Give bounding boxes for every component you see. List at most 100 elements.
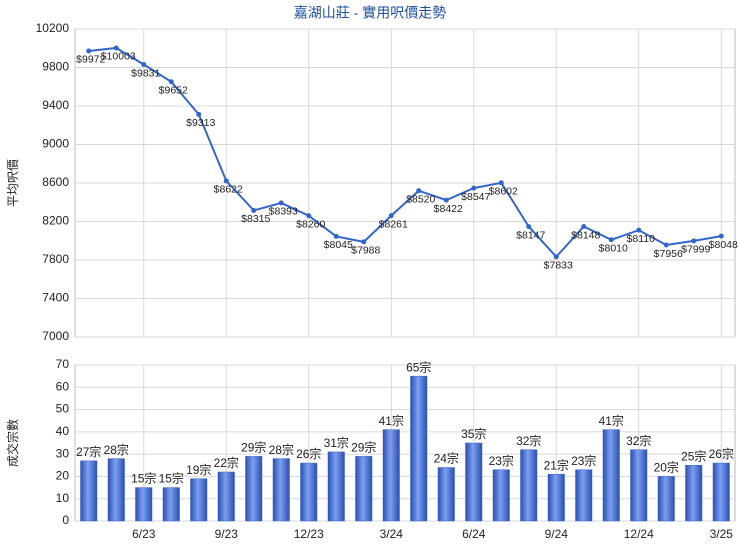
point [196,111,202,117]
bar [602,429,620,522]
y-axis-label: 平均呎價 [6,159,20,207]
data-label: 65宗 [406,359,431,374]
data-label: $9652 [159,85,188,97]
y-tick-label: 50 [56,402,70,416]
point [553,254,559,260]
data-label: $8148 [571,229,600,241]
data-label: $8393 [269,206,298,218]
point [608,237,614,243]
bar [492,469,510,522]
y-tick-label: 70 [56,357,70,371]
bar [245,456,263,522]
data-label: $8260 [296,219,325,231]
point [718,233,724,239]
data-label: $8048 [709,239,738,251]
data-label: $8315 [241,213,270,225]
y-tick-label: 7800 [42,252,69,266]
point [498,180,504,186]
plot-area [74,364,736,522]
point [113,45,119,51]
point [168,79,174,85]
bar [272,458,290,522]
data-label: $8622 [214,184,243,196]
data-label: $7956 [654,248,683,260]
bar [300,462,318,522]
point [663,242,669,248]
y-tick-label: 9400 [42,98,69,112]
point [361,239,367,245]
data-label: 25宗 [681,448,706,463]
data-label: 23宗 [571,453,596,468]
point [388,213,394,219]
data-label: 29宗 [241,440,266,455]
point [581,224,587,230]
point [251,207,257,213]
data-label: $8147 [516,229,545,241]
y-tick-label: 10200 [36,21,70,35]
data-label: 32宗 [626,433,651,448]
data-label: 28宗 [104,442,129,457]
chart-title: 嘉湖山莊 - 實用呎價走勢 [294,5,446,21]
data-label: $8520 [406,193,435,205]
x-tick-label: 9/23 [215,527,239,541]
data-label: $8261 [379,218,408,230]
bar [630,449,648,522]
data-label: $9831 [131,67,160,79]
y-tick-label: 0 [62,513,69,527]
data-label: $8010 [599,243,628,255]
data-label: 19宗 [186,462,211,477]
data-label: 35宗 [461,426,486,441]
bar [575,469,593,522]
point [443,197,449,203]
data-label: $8045 [324,239,353,251]
x-tick-label: 12/24 [624,527,654,541]
point [278,200,284,206]
x-tick-label: 3/24 [380,527,404,541]
y-tick-label: 7000 [42,329,69,343]
y-tick-label: 7400 [42,291,69,305]
x-tick-label: 6/23 [132,527,156,541]
data-label: 20宗 [654,460,679,475]
data-label: 29宗 [351,440,376,455]
point [526,224,532,230]
bar [437,467,455,522]
x-tick-label: 12/23 [294,527,324,541]
data-label: 31宗 [324,435,349,450]
bar [410,375,428,522]
bar [465,442,483,522]
y-tick-label: 60 [56,379,70,393]
data-label: 26宗 [709,446,734,461]
point [416,188,422,194]
data-label: 24宗 [434,451,459,466]
point [86,48,92,54]
point [333,233,339,239]
data-label: 15宗 [131,471,156,486]
data-label: $8547 [461,191,490,203]
data-label: 28宗 [269,442,294,457]
data-label: $7999 [681,244,710,256]
data-label: 32宗 [516,433,541,448]
data-label: $10003 [101,51,136,63]
data-label: 41宗 [599,413,624,428]
bar [327,451,345,522]
point [636,227,642,233]
y-tick-label: 40 [56,424,70,438]
y-tick-label: 20 [56,469,70,483]
y-tick-label: 8600 [42,175,69,189]
point [691,238,697,244]
data-label: $7833 [544,260,573,272]
y-tick-label: 8200 [42,214,69,228]
data-label: $9313 [186,117,215,129]
line [88,46,722,259]
x-tick-label: 3/25 [710,527,734,541]
point [223,178,229,184]
bar [382,429,400,522]
data-label: $7988 [351,245,380,257]
bar [657,476,675,522]
y-tick-label: 9800 [42,60,69,74]
y-tick-label: 10 [56,491,70,505]
data-label: 15宗 [159,471,184,486]
point [141,62,147,68]
bar [217,471,235,522]
